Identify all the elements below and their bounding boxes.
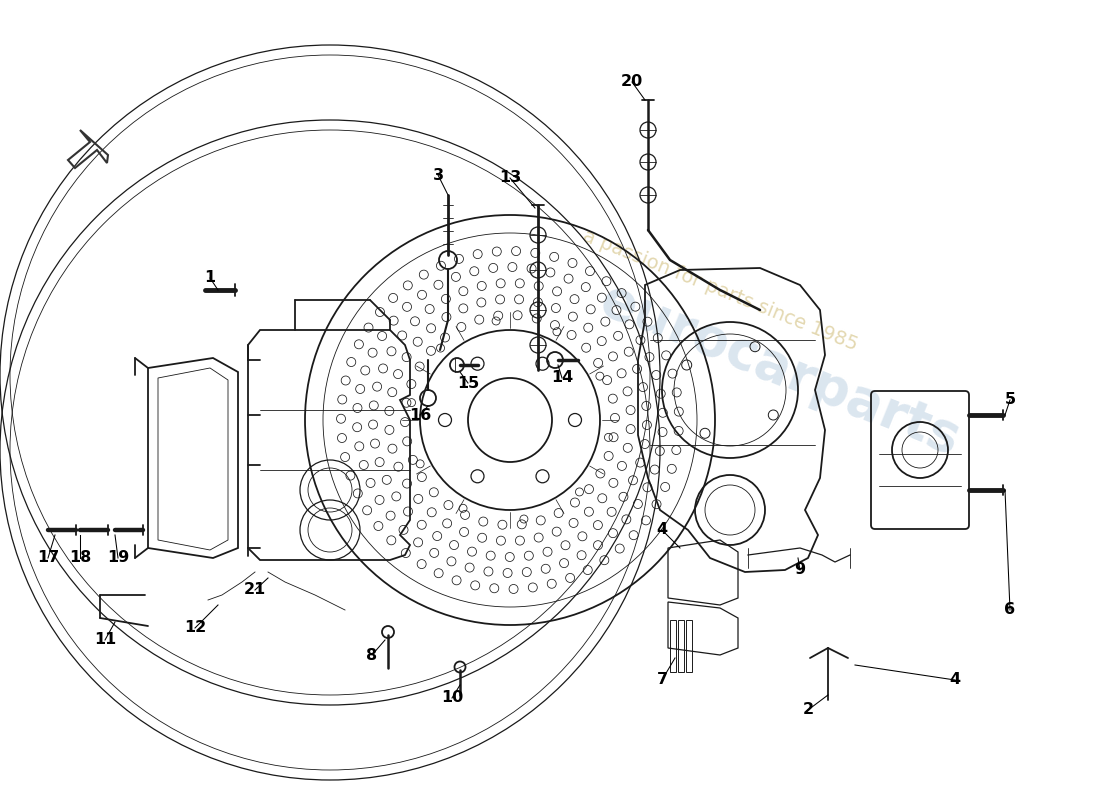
Text: 21: 21 bbox=[244, 582, 266, 598]
Text: 5: 5 bbox=[1004, 393, 1015, 407]
Text: 4: 4 bbox=[657, 522, 668, 538]
Text: 14: 14 bbox=[551, 370, 573, 386]
Text: 6: 6 bbox=[1004, 602, 1015, 618]
Text: eurocarparts: eurocarparts bbox=[593, 274, 968, 466]
Text: 7: 7 bbox=[657, 673, 668, 687]
Text: 16: 16 bbox=[409, 407, 431, 422]
Text: 1: 1 bbox=[205, 270, 216, 286]
Text: 15: 15 bbox=[456, 375, 480, 390]
Text: 4: 4 bbox=[949, 673, 960, 687]
Text: 11: 11 bbox=[94, 633, 117, 647]
Text: 18: 18 bbox=[69, 550, 91, 566]
Text: 10: 10 bbox=[441, 690, 463, 706]
Text: a passion for parts since 1985: a passion for parts since 1985 bbox=[580, 226, 860, 354]
Text: 3: 3 bbox=[432, 167, 443, 182]
Text: 9: 9 bbox=[794, 562, 805, 578]
Text: 13: 13 bbox=[499, 170, 521, 186]
Text: 17: 17 bbox=[37, 550, 59, 566]
Text: 8: 8 bbox=[366, 647, 377, 662]
Text: 19: 19 bbox=[107, 550, 129, 566]
Text: 20: 20 bbox=[620, 74, 644, 90]
Text: 2: 2 bbox=[802, 702, 814, 718]
Text: 12: 12 bbox=[184, 621, 206, 635]
